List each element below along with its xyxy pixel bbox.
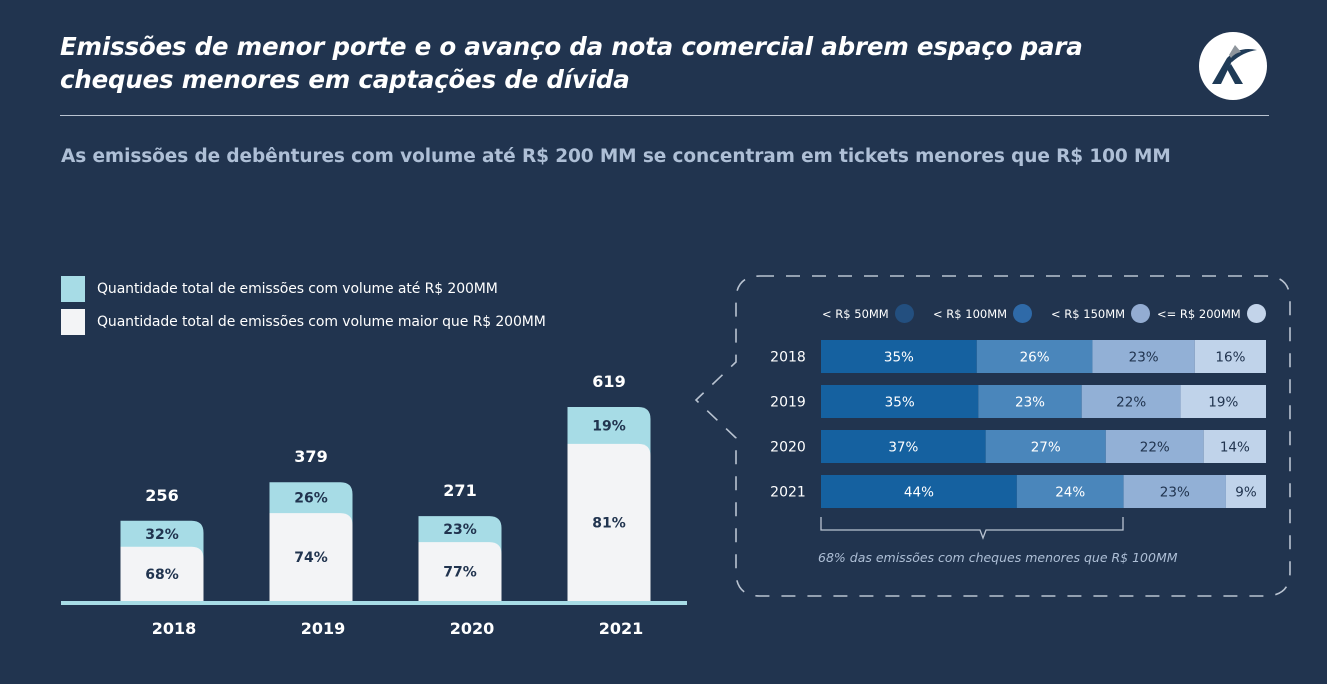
legend-item: Quantidade total de emissões com volume … (61, 272, 546, 305)
title-line-2: cheques menores em captações de dívida (60, 65, 630, 94)
y-tick-label: 2018 (770, 350, 806, 366)
bar-total-label: 379 (294, 447, 327, 466)
legend-label: <= R$ 200MM (1157, 306, 1241, 321)
legend-dot (1013, 304, 1033, 323)
bar-segment (976, 340, 1093, 373)
bar-segment (1105, 430, 1204, 463)
legend-label: < R$ 50MM (822, 306, 889, 321)
x-tick-label: 2021 (599, 619, 644, 638)
bar-total-label: 256 (145, 486, 178, 505)
legend-label: Quantidade total de emissões com volume … (97, 280, 498, 297)
bar-segment (985, 430, 1106, 463)
legend-label: Quantidade total de emissões com volume … (97, 313, 546, 330)
segment-label: 23% (1160, 485, 1190, 501)
legend-item: < R$ 150MM (1051, 304, 1151, 323)
segment-label: 24% (1055, 485, 1085, 501)
x-tick-label: 2019 (301, 619, 346, 638)
segment-label: 16% (1215, 350, 1245, 366)
legend-swatch-over-200mm (61, 308, 85, 335)
bar-segment (1180, 385, 1266, 418)
bar-total-label: 619 (592, 372, 625, 391)
bar-segment (821, 385, 979, 418)
x-tick-label: 2020 (450, 619, 495, 638)
bar-label-bottom: 77% (443, 565, 477, 581)
legend-item: < R$ 100MM (933, 304, 1033, 323)
y-tick-label: 2021 (770, 485, 806, 501)
bar-segment (821, 430, 986, 463)
k-logo-icon (1199, 32, 1267, 100)
x-tick-label: 2018 (152, 619, 197, 638)
bar-segment-over-200mm (418, 542, 502, 601)
header-divider (60, 115, 1269, 116)
bar-label-bottom: 68% (145, 567, 179, 583)
bar-segment (1225, 475, 1266, 508)
segment-label: 9% (1235, 485, 1257, 501)
segment-label: 23% (1129, 350, 1159, 366)
legend-dot (1246, 304, 1266, 323)
legend-item: Quantidade total de emissões com volume … (61, 305, 546, 338)
page-title: Emissões de menor porte e o avanço da no… (60, 30, 1180, 96)
bar-label-top: 19% (592, 418, 626, 434)
annotation-note: 68% das emissões com cheques menores que… (818, 550, 1178, 565)
segment-label: 44% (904, 485, 934, 501)
segment-label: 35% (884, 350, 914, 366)
bar-segment (1123, 475, 1226, 508)
bar-segment-over-200mm (567, 443, 651, 601)
legend-dot (894, 304, 914, 323)
bar-label-top: 26% (294, 491, 328, 507)
bar-segment (821, 340, 977, 373)
bar-segment-over-200mm (269, 513, 353, 601)
bar-segment (1081, 385, 1181, 418)
title-line-1: Emissões de menor porte e o avanço da no… (60, 32, 1083, 61)
legend-swatch-up-to-200mm (61, 275, 85, 302)
y-tick-label: 2020 (770, 440, 806, 456)
y-tick-label: 2019 (770, 395, 806, 411)
legend-dot (1131, 304, 1151, 323)
bar-segment (978, 385, 1082, 418)
bar-segment (821, 475, 1017, 508)
bar-total-label: 271 (443, 481, 476, 500)
bar-segment (1194, 340, 1266, 373)
segment-label: 23% (1015, 395, 1045, 411)
bar-segment (1203, 430, 1266, 463)
legend-label: < R$ 150MM (1051, 306, 1126, 321)
segment-label: 27% (1031, 440, 1061, 456)
callout-dashed-border (694, 275, 1291, 597)
x-axis-baseline (61, 601, 687, 605)
legend-item: < R$ 50MM (822, 304, 914, 323)
bar-segment (1016, 475, 1124, 508)
bar-segment (1092, 340, 1195, 373)
segment-label: 37% (888, 440, 918, 456)
segment-label: 22% (1140, 440, 1170, 456)
segment-label: 19% (1208, 395, 1238, 411)
subtitle: As emissões de debêntures com volume até… (61, 146, 1171, 167)
segment-label: 35% (885, 395, 915, 411)
bracket-annotation (820, 517, 1124, 540)
legend-item: <= R$ 200MM (1157, 304, 1266, 323)
bar-label-top: 23% (443, 522, 477, 538)
bar-label-top: 32% (145, 527, 179, 543)
bar-label-bottom: 74% (294, 550, 328, 566)
legend-label: < R$ 100MM (933, 306, 1008, 321)
segment-label: 26% (1020, 350, 1050, 366)
segment-label: 14% (1220, 440, 1250, 456)
left-chart-legend: Quantidade total de emissões com volume … (61, 272, 546, 338)
left-stacked-bar-chart: 32% 68% 256 2018 26% 74% 379 2019 23% 77% 271 2020 1… (61, 372, 687, 638)
bar-label-bottom: 81% (592, 515, 626, 531)
bar-segment-over-200mm (120, 546, 204, 601)
segment-label: 22% (1116, 395, 1146, 411)
